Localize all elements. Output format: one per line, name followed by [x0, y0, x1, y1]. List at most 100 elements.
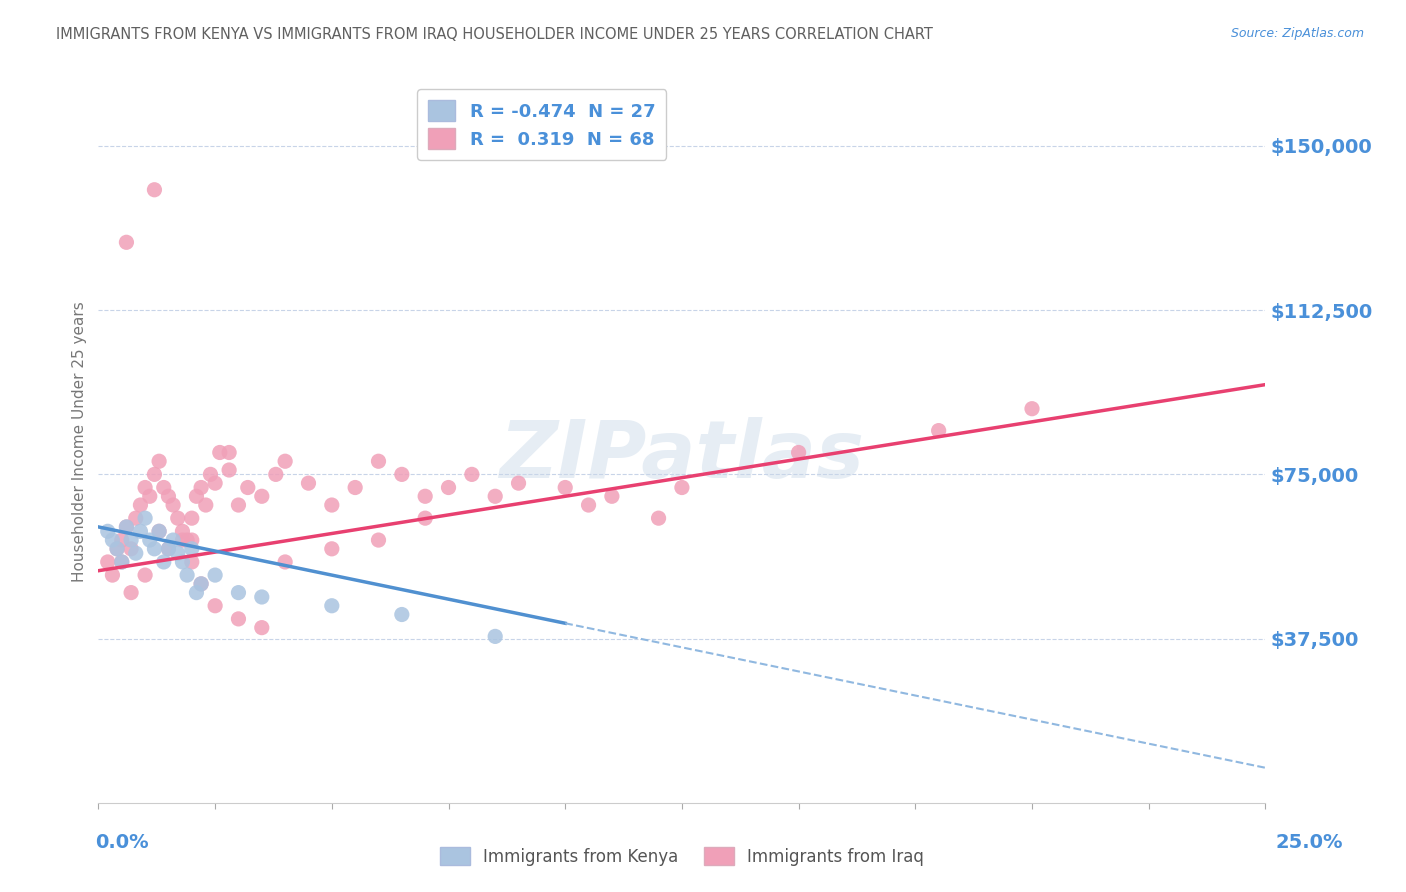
- Point: [250, 621, 273, 635]
- Point: [120, 541, 142, 556]
- Point: [139, 489, 162, 503]
- Point: [166, 511, 188, 525]
- Point: [152, 555, 174, 569]
- Point: [437, 481, 460, 495]
- Text: Source: ZipAtlas.com: Source: ZipAtlas.com: [1230, 27, 1364, 40]
- Point: [928, 424, 950, 438]
- Point: [218, 445, 240, 459]
- Point: [97, 524, 120, 539]
- Point: [111, 533, 134, 547]
- Point: [200, 467, 222, 482]
- Point: [162, 533, 184, 547]
- Point: [143, 541, 166, 556]
- Point: [162, 498, 184, 512]
- Point: [321, 541, 343, 556]
- Point: [190, 577, 212, 591]
- Point: [204, 599, 226, 613]
- Text: 0.0%: 0.0%: [96, 833, 149, 853]
- Point: [134, 481, 156, 495]
- Text: ZIPatlas: ZIPatlas: [499, 417, 865, 495]
- Point: [204, 568, 226, 582]
- Point: [250, 489, 273, 503]
- Point: [111, 555, 134, 569]
- Point: [180, 555, 202, 569]
- Point: [180, 511, 202, 525]
- Point: [172, 533, 194, 547]
- Point: [208, 445, 231, 459]
- Point: [157, 541, 180, 556]
- Point: [176, 568, 198, 582]
- Point: [143, 183, 166, 197]
- Point: [166, 546, 188, 560]
- Point: [97, 555, 120, 569]
- Point: [461, 467, 484, 482]
- Point: [344, 481, 367, 495]
- Point: [180, 541, 202, 556]
- Text: IMMIGRANTS FROM KENYA VS IMMIGRANTS FROM IRAQ HOUSEHOLDER INCOME UNDER 25 YEARS : IMMIGRANTS FROM KENYA VS IMMIGRANTS FROM…: [56, 27, 934, 42]
- Text: 25.0%: 25.0%: [1275, 833, 1343, 853]
- Point: [484, 629, 506, 643]
- Point: [228, 585, 250, 599]
- Point: [186, 489, 208, 503]
- Point: [264, 467, 287, 482]
- Point: [274, 555, 297, 569]
- Point: [111, 555, 134, 569]
- Point: [484, 489, 506, 503]
- Point: [115, 235, 138, 250]
- Point: [787, 445, 810, 459]
- Point: [190, 577, 212, 591]
- Point: [391, 607, 413, 622]
- Point: [236, 481, 259, 495]
- Point: [228, 498, 250, 512]
- Point: [671, 481, 693, 495]
- Point: [134, 511, 156, 525]
- Point: [190, 481, 212, 495]
- Point: [172, 524, 194, 539]
- Point: [152, 481, 174, 495]
- Point: [186, 585, 208, 599]
- Point: [176, 533, 198, 547]
- Point: [508, 476, 530, 491]
- Point: [1021, 401, 1043, 416]
- Point: [120, 585, 142, 599]
- Point: [578, 498, 600, 512]
- Point: [125, 511, 148, 525]
- Point: [148, 524, 170, 539]
- Point: [148, 454, 170, 468]
- Point: [204, 476, 226, 491]
- Point: [101, 568, 124, 582]
- Point: [120, 533, 142, 547]
- Point: [297, 476, 319, 491]
- Point: [139, 533, 162, 547]
- Point: [101, 533, 124, 547]
- Point: [413, 489, 436, 503]
- Point: [647, 511, 669, 525]
- Point: [367, 454, 389, 468]
- Point: [413, 511, 436, 525]
- Point: [115, 520, 138, 534]
- Point: [391, 467, 413, 482]
- Point: [172, 555, 194, 569]
- Point: [250, 590, 273, 604]
- Point: [228, 612, 250, 626]
- Point: [321, 498, 343, 512]
- Point: [157, 541, 180, 556]
- Point: [218, 463, 240, 477]
- Point: [115, 520, 138, 534]
- Point: [157, 489, 180, 503]
- Point: [129, 524, 152, 539]
- Point: [180, 533, 202, 547]
- Point: [125, 546, 148, 560]
- Point: [321, 599, 343, 613]
- Point: [194, 498, 217, 512]
- Point: [600, 489, 623, 503]
- Point: [367, 533, 389, 547]
- Point: [274, 454, 297, 468]
- Legend: Immigrants from Kenya, Immigrants from Iraq: Immigrants from Kenya, Immigrants from I…: [432, 838, 932, 874]
- Point: [129, 498, 152, 512]
- Y-axis label: Householder Income Under 25 years: Householder Income Under 25 years: [72, 301, 87, 582]
- Point: [148, 524, 170, 539]
- Point: [554, 481, 576, 495]
- Point: [105, 541, 128, 556]
- Point: [134, 568, 156, 582]
